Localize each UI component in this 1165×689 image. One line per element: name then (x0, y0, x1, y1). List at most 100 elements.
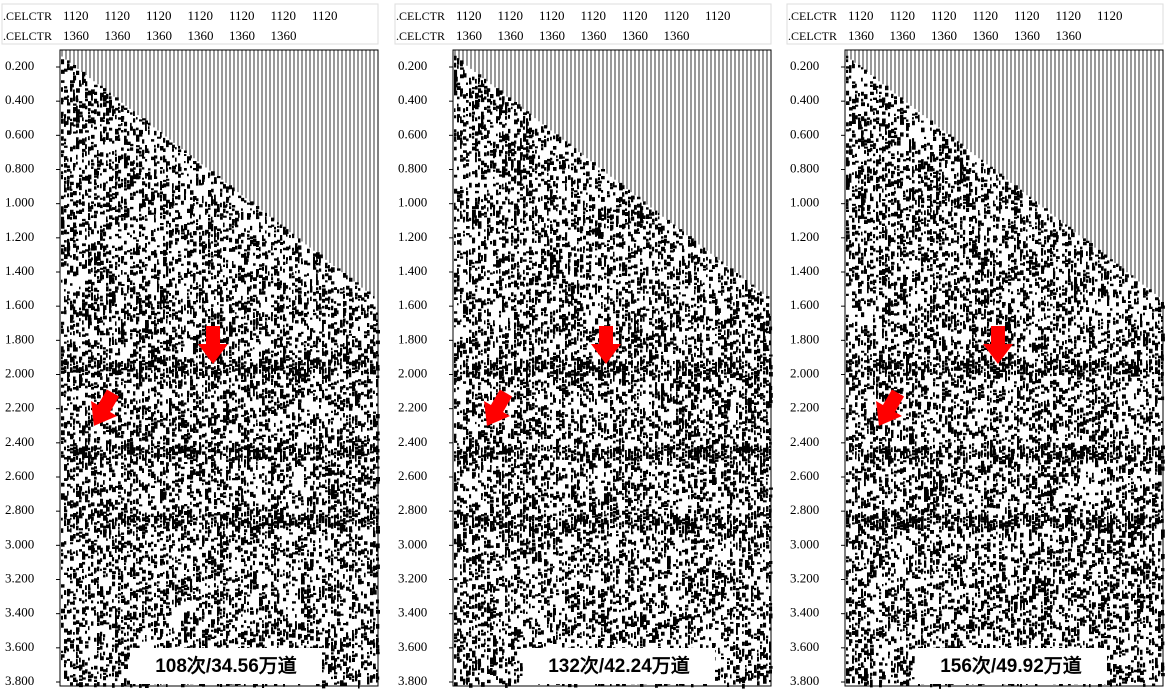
time-tick-label: 2.000 (398, 365, 427, 380)
header-value: 1120 (539, 8, 565, 23)
header-value: 1120 (581, 8, 607, 23)
header-value: 1120 (105, 8, 131, 23)
header-label: .CELCTR (3, 29, 52, 43)
time-tick-label: 3.400 (790, 605, 819, 620)
time-tick-label: 1.000 (790, 195, 819, 210)
red-arrow (484, 389, 513, 426)
header-value: 1120 (1097, 8, 1123, 23)
header-label: .CELCTR (788, 9, 837, 23)
time-tick-label: 2.600 (398, 468, 427, 483)
red-arrow (591, 326, 621, 364)
header-value: 1120 (664, 8, 690, 23)
caption-box (523, 648, 715, 684)
time-tick-label: 2.200 (398, 400, 427, 415)
red-arrow (91, 389, 120, 426)
time-tick-label: 2.600 (5, 468, 34, 483)
time-tick-label: 0.600 (790, 126, 819, 141)
header-value: 1360 (664, 28, 690, 43)
header-value: 1120 (312, 8, 338, 23)
header-value: 1360 (456, 28, 482, 43)
header-value: 1360 (498, 28, 524, 43)
header-label: .CELCTR (396, 29, 445, 43)
time-tick-label: 0.400 (5, 92, 34, 107)
header-value: 1360 (1056, 28, 1082, 43)
time-tick-label: 0.200 (398, 58, 427, 73)
header-value: 1120 (229, 8, 255, 23)
red-arrow (198, 326, 228, 364)
header-value: 1120 (498, 8, 524, 23)
time-tick-label: 3.600 (790, 639, 819, 654)
red-arrow (876, 389, 905, 426)
time-tick-label: 0.600 (5, 126, 34, 141)
time-tick-label: 1.800 (5, 331, 34, 346)
trace-lines (846, 50, 1160, 297)
time-tick-label: 3.800 (398, 673, 427, 688)
time-tick-label: 1.400 (790, 263, 819, 278)
time-tick-label: 1.200 (5, 229, 34, 244)
time-tick-label: 0.200 (790, 58, 819, 73)
header-label: .CELCTR (3, 9, 52, 23)
time-tick-label: 3.000 (5, 536, 34, 551)
caption-box (130, 648, 322, 684)
time-tick-label: 2.400 (5, 434, 34, 449)
time-tick-label: 1.000 (398, 195, 427, 210)
time-tick-label: 2.000 (5, 365, 34, 380)
time-tick-label: 0.800 (5, 160, 34, 175)
header-value: 1360 (581, 28, 607, 43)
time-tick-label: 0.600 (398, 126, 427, 141)
time-tick-label: 3.600 (5, 639, 34, 654)
time-tick-label: 1.200 (790, 229, 819, 244)
header-value: 1360 (931, 28, 957, 43)
time-tick-label: 1.600 (398, 297, 427, 312)
header-value: 1120 (705, 8, 731, 23)
header-value: 1120 (63, 8, 89, 23)
time-tick-label: 3.800 (790, 673, 819, 688)
header-value: 1120 (622, 8, 648, 23)
header-value: 1360 (229, 28, 255, 43)
header-value: 1120 (146, 8, 172, 23)
time-tick-label: 1.800 (398, 331, 427, 346)
time-tick-label: 0.800 (790, 160, 819, 175)
time-tick-label: 3.200 (790, 570, 819, 585)
header-label: .CELCTR (396, 9, 445, 23)
header-value: 1120 (973, 8, 999, 23)
header-value: 1360 (848, 28, 874, 43)
time-tick-label: 2.200 (790, 400, 819, 415)
time-tick-label: 2.200 (5, 400, 34, 415)
header-value: 1120 (271, 8, 297, 23)
time-tick-label: 2.800 (398, 502, 427, 517)
header-bg (786, 3, 1164, 45)
time-tick-label: 2.000 (790, 365, 819, 380)
header-value: 1360 (146, 28, 172, 43)
caption-box (915, 648, 1107, 684)
header-value: 1360 (1014, 28, 1040, 43)
header-value: 1360 (539, 28, 565, 43)
trace-lines (61, 50, 375, 297)
time-tick-label: 2.400 (398, 434, 427, 449)
time-tick-label: 1.600 (5, 297, 34, 312)
header-value: 1360 (890, 28, 916, 43)
time-tick-label: 3.400 (5, 605, 34, 620)
time-tick-label: 2.800 (790, 502, 819, 517)
time-tick-label: 0.400 (398, 92, 427, 107)
header-value: 1120 (188, 8, 214, 23)
header-value: 1120 (890, 8, 916, 23)
seismic-noise (846, 55, 1165, 689)
time-tick-label: 3.000 (790, 536, 819, 551)
time-tick-label: 2.400 (790, 434, 819, 449)
time-tick-label: 3.800 (5, 673, 34, 688)
header-value: 1360 (271, 28, 297, 43)
time-tick-label: 0.200 (5, 58, 34, 73)
time-tick-label: 3.000 (398, 536, 427, 551)
time-tick-label: 2.600 (790, 468, 819, 483)
header-value: 1120 (1056, 8, 1082, 23)
seismic-noise (454, 55, 773, 689)
header-value: 1360 (973, 28, 999, 43)
panel: .CELCTR .CELCTR 1120 1120 1120 1120 1120 1120 11… (786, 3, 1165, 689)
red-arrow (983, 326, 1013, 364)
seismic-noise (60, 59, 380, 689)
time-tick-label: 0.800 (398, 160, 427, 175)
panel: .CELCTR .CELCTR 1120 1120 1120 1120 1120 1120 11… (1, 3, 380, 689)
header-value: 1360 (105, 28, 131, 43)
